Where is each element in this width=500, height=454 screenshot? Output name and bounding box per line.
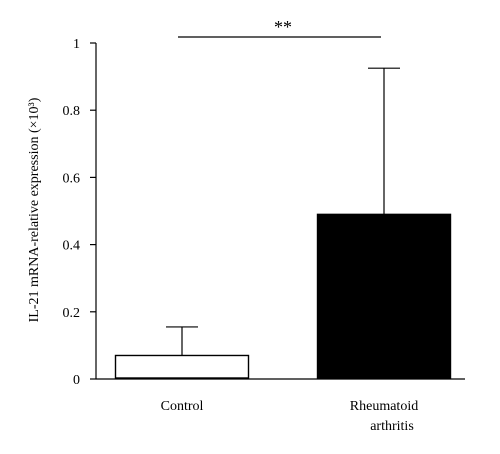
axes bbox=[95, 43, 465, 380]
category-label-line: arthritis bbox=[370, 419, 414, 434]
error-bars bbox=[166, 67, 400, 356]
y-tick-label: 0.8 bbox=[63, 104, 81, 119]
category-label: Rheumatoid arthritis bbox=[350, 399, 418, 434]
y-tick-label: 0 bbox=[73, 373, 80, 388]
bar bbox=[316, 213, 452, 379]
y-axis-label: IL-21 mRNA-relative expression (×10³) bbox=[27, 97, 42, 322]
category-label-line: Control bbox=[161, 399, 204, 414]
category-label-line: Rheumatoid bbox=[350, 399, 418, 414]
y-tick-label: 0.4 bbox=[63, 239, 81, 254]
y-tick-label: 0.2 bbox=[63, 306, 81, 321]
y-ticks: 0 0.2 0.4 0.6 0.8 1 bbox=[63, 37, 96, 388]
significance-label: ** bbox=[274, 17, 292, 37]
bars bbox=[114, 213, 452, 379]
category-labels: Control Rheumatoid arthritis bbox=[161, 399, 419, 434]
significance-marker: ** bbox=[178, 17, 381, 38]
y-tick-label: 0.6 bbox=[63, 171, 81, 186]
category-label: Control bbox=[161, 399, 204, 414]
bar bbox=[114, 354, 250, 379]
y-tick-label: 1 bbox=[73, 37, 80, 52]
